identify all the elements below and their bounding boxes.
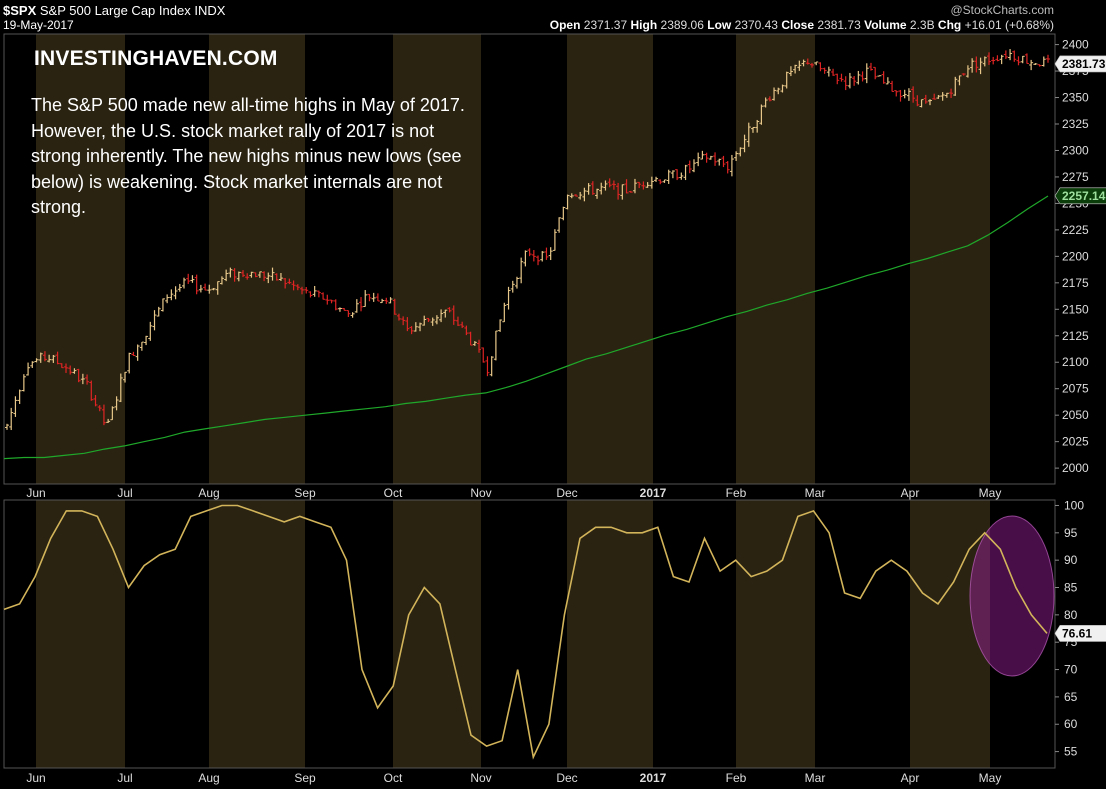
- indicator-tick-label: 60: [1064, 717, 1078, 731]
- price-tick-label: 2300: [1062, 143, 1089, 157]
- credit[interactable]: @StockCharts.com: [950, 3, 1054, 17]
- price-tick-label: 2275: [1062, 170, 1089, 184]
- price-tick-label: 2150: [1062, 302, 1089, 316]
- x-tick-label: May: [979, 486, 1002, 500]
- x-tick-label: Dec: [556, 486, 577, 500]
- x-tick-label: Feb: [726, 771, 747, 785]
- x-tick-label: Jun: [26, 771, 45, 785]
- x-tick-label: Aug: [198, 771, 219, 785]
- price-axis: 2000 2025 2050 2075 2100 2125 2150 2175 2200 2225…: [1055, 38, 1089, 475]
- indicator-tick-label: 80: [1064, 608, 1078, 622]
- price-tick-label: 2000: [1062, 461, 1089, 475]
- x-tick-label: Aug: [198, 486, 219, 500]
- x-tick-label: Jul: [117, 771, 132, 785]
- x-tick-label: Feb: [726, 486, 747, 500]
- indicator-tick-label: 85: [1064, 581, 1078, 595]
- price-tick-label: 2125: [1062, 329, 1089, 343]
- x-tick-label: 2017: [640, 771, 667, 785]
- x-tick-label: Mar: [805, 771, 826, 785]
- indicator-tick-label: 70: [1064, 663, 1078, 677]
- close-value: 2381.73: [817, 18, 861, 32]
- annotation-text: The S&P 500 made new all-time highs in M…: [31, 95, 465, 217]
- month-band: [910, 500, 990, 768]
- volume-label: Volume: [864, 18, 907, 32]
- x-tick-label: Sep: [294, 486, 316, 500]
- price-tick-label: 2075: [1062, 382, 1089, 396]
- quote-bar: Open 2371.37 High 2389.06 Low 2370.43 Cl…: [550, 18, 1054, 32]
- last-price-tag: 2381.73: [1062, 57, 1106, 71]
- low-value: 2370.43: [734, 18, 778, 32]
- brand-title: INVESTINGHAVEN.COM: [34, 47, 278, 70]
- chart-date: 19-May-2017: [3, 18, 74, 32]
- month-band: [736, 34, 815, 484]
- ma-value-tag-bg: [1054, 187, 1106, 205]
- chg-value: +16.01 (+0.68%): [964, 18, 1054, 32]
- price-tick-label: 2400: [1062, 38, 1089, 52]
- ma-value-tag: 2257.14: [1062, 189, 1106, 203]
- indicator-tick-label: 100: [1064, 498, 1084, 512]
- month-band: [36, 34, 125, 484]
- price-panel-frame: [3, 33, 1056, 485]
- price-tick-label: 2025: [1062, 435, 1089, 449]
- weakening-highlight: [969, 515, 1055, 677]
- month-band: [209, 34, 305, 484]
- chg-label: Chg: [937, 18, 962, 32]
- symbol: $SPX: [3, 3, 37, 18]
- price-tick-label: 2350: [1062, 91, 1089, 105]
- volume-value: 2.3B: [909, 18, 935, 32]
- price-tick-label: 2225: [1062, 223, 1089, 237]
- price-bars: [5, 49, 1050, 431]
- month-band: [393, 500, 481, 768]
- indicator-value-tag: 76.61: [1062, 626, 1092, 640]
- open-label: Open: [549, 18, 581, 32]
- exchange: INDX: [194, 3, 226, 18]
- moving-average-line: [3, 195, 1049, 460]
- symbol-title: $SPX S&P 500 Large Cap Index INDX: [3, 3, 225, 18]
- high-value: 2389.06: [660, 18, 704, 32]
- open-value: 2371.37: [583, 18, 628, 32]
- x-tick-label: May: [979, 771, 1002, 785]
- high-label: High: [630, 18, 658, 32]
- x-tick-label: Dec: [556, 771, 577, 785]
- x-tick-label: Jul: [117, 486, 132, 500]
- close-label: Close: [781, 18, 815, 32]
- price-tick-label: 2325: [1062, 117, 1089, 131]
- price-tick-label: 2175: [1062, 276, 1089, 290]
- price-tick-label: 2050: [1062, 408, 1089, 422]
- month-band: [209, 500, 305, 768]
- indicator-tick-label: 95: [1064, 526, 1078, 540]
- indicator-tick-label: 90: [1064, 553, 1078, 567]
- month-bands: [3, 33, 1056, 769]
- x-tick-label: Sep: [294, 771, 316, 785]
- price-tick-label: 2200: [1062, 249, 1089, 263]
- indicator-line: [3, 504, 1048, 760]
- x-tick-label: 2017: [640, 486, 667, 500]
- x-tick-label: Nov: [470, 771, 491, 785]
- indicator-tick-label: 65: [1064, 690, 1078, 704]
- x-tick-label: Oct: [384, 771, 403, 785]
- x-tick-label: Jun: [26, 486, 45, 500]
- index-name: S&P 500 Large Cap Index: [39, 3, 191, 18]
- x-tick-label: Mar: [805, 486, 826, 500]
- x-tick-label: Apr: [901, 486, 920, 500]
- month-band: [736, 500, 815, 768]
- month-band: [567, 34, 653, 484]
- x-tick-label: Oct: [384, 486, 403, 500]
- last-price-tag-bg: [1054, 55, 1106, 73]
- indicator-panel-frame: [3, 499, 1056, 769]
- price-tick-label: 2100: [1062, 355, 1089, 369]
- month-band: [567, 500, 653, 768]
- indicator-value-tag-bg: [1054, 625, 1106, 642]
- value-tags: 2381.73 2257.14 76.61: [1054, 55, 1106, 642]
- month-band: [393, 34, 481, 484]
- x-axis-labels: Jun Jul Aug Sep Oct Nov Dec 2017 Feb Mar Apr May Jun…: [26, 486, 1001, 785]
- low-label: Low: [707, 18, 732, 32]
- x-tick-label: Apr: [901, 771, 920, 785]
- indicator-tick-label: 55: [1064, 745, 1078, 759]
- x-tick-label: Nov: [470, 486, 491, 500]
